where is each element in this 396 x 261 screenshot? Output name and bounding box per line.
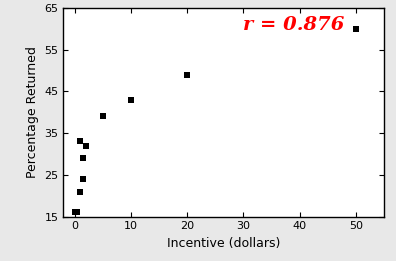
Point <box>128 98 134 102</box>
Text: r = 0.876: r = 0.876 <box>244 16 345 34</box>
Y-axis label: Percentage Returned: Percentage Returned <box>26 46 39 178</box>
Point <box>71 210 78 215</box>
X-axis label: Incentive (dollars): Incentive (dollars) <box>167 237 280 250</box>
Point <box>74 210 81 215</box>
Point <box>80 177 86 181</box>
Point <box>77 189 84 194</box>
Point <box>184 73 190 77</box>
Point <box>99 114 106 118</box>
Point <box>80 156 86 160</box>
Point <box>353 27 359 31</box>
Point <box>83 144 89 148</box>
Point <box>77 139 84 144</box>
